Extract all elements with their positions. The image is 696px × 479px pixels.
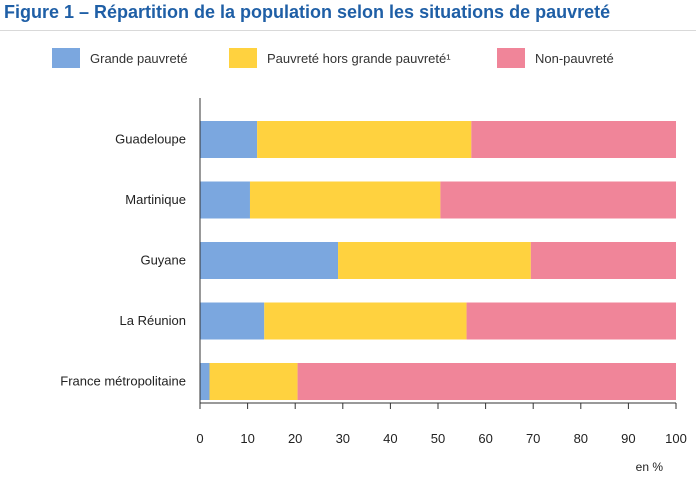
legend-swatch-pauvrete-hors-grande: [229, 48, 257, 68]
unit-label: en %: [636, 460, 664, 474]
legend-label-non-pauvrete: Non-pauvreté: [535, 50, 614, 66]
category-label: Guyane: [140, 253, 186, 268]
x-tick-label: 60: [478, 431, 492, 446]
bar-segment-1-1: [249, 181, 441, 219]
category-label: Martinique: [125, 192, 186, 207]
bar-segment-3-2: [466, 302, 676, 340]
legend-swatch-non-pauvrete: [497, 48, 525, 68]
legend-swatch-grande-pauvrete: [52, 48, 80, 68]
x-tick-label: 20: [288, 431, 302, 446]
bar-segment-2-2: [530, 242, 676, 279]
category-label: La Réunion: [120, 313, 187, 328]
x-tick-label: 100: [665, 431, 687, 446]
x-tick-label: 70: [526, 431, 540, 446]
page-title: Figure 1 – Répartition de la population …: [4, 2, 611, 22]
legend-label-grande-pauvrete: Grande pauvreté: [90, 50, 188, 66]
x-tick-label: 0: [196, 431, 203, 446]
x-tick-label: 40: [383, 431, 397, 446]
title-divider: [0, 30, 696, 31]
bar-segment-2-1: [338, 242, 531, 279]
bar-segment-0-1: [257, 121, 472, 158]
legend-item-non-pauvrete: Non-pauvreté: [497, 48, 614, 68]
x-tick-label: 80: [574, 431, 588, 446]
bar-segment-3-1: [264, 302, 467, 340]
legend-label-pauvrete-hors-grande: Pauvreté hors grande pauvreté¹: [267, 50, 451, 66]
bar-segment-4-2: [297, 363, 676, 400]
bar-segment-1-2: [440, 181, 676, 219]
legend-item-pauvrete-hors-grande: Pauvreté hors grande pauvreté¹: [229, 48, 451, 68]
bar-segment-2-0: [200, 242, 339, 279]
x-tick-label: 10: [240, 431, 254, 446]
bar-segment-1-0: [200, 181, 250, 219]
x-tick-label: 50: [431, 431, 445, 446]
x-tick-label: 90: [621, 431, 635, 446]
bar-segment-3-0: [200, 302, 265, 340]
x-tick-label: 30: [336, 431, 350, 446]
bar-segment-0-2: [471, 121, 676, 158]
category-label: France métropolitaine: [60, 374, 186, 389]
bar-segment-4-0: [200, 363, 210, 400]
legend-item-grande-pauvrete: Grande pauvreté: [52, 48, 188, 68]
legend: Grande pauvreté Pauvreté hors grande pau…: [0, 48, 696, 72]
bar-segment-0-0: [200, 121, 258, 158]
bar-segment-4-1: [209, 363, 298, 400]
category-label: Guadeloupe: [115, 132, 186, 147]
